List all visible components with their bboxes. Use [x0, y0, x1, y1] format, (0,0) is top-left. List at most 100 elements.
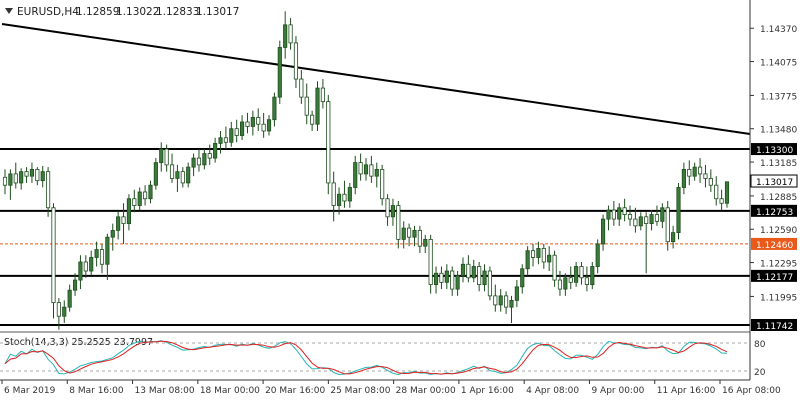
candle[interactable]: [89, 250, 94, 276]
candle[interactable]: [29, 162, 35, 183]
candle[interactable]: [471, 259, 476, 283]
candle[interactable]: [644, 212, 649, 274]
candle[interactable]: [417, 225, 422, 253]
candle[interactable]: [132, 189, 137, 213]
candle[interactable]: [719, 189, 724, 211]
candle[interactable]: [401, 221, 406, 249]
candle[interactable]: [51, 203, 56, 319]
candle[interactable]: [385, 194, 390, 226]
candle[interactable]: [509, 295, 514, 323]
candle[interactable]: [627, 205, 633, 226]
candle[interactable]: [552, 250, 557, 287]
candle[interactable]: [164, 144, 169, 172]
candle[interactable]: [487, 266, 492, 301]
candle[interactable]: [703, 164, 708, 188]
candle[interactable]: [482, 264, 487, 292]
candle[interactable]: [671, 225, 676, 249]
candle[interactable]: [380, 164, 385, 206]
candle[interactable]: [514, 280, 519, 308]
candle[interactable]: [159, 142, 164, 172]
candle[interactable]: [654, 205, 660, 226]
candle[interactable]: [363, 158, 369, 181]
candle[interactable]: [283, 11, 288, 59]
candle[interactable]: [374, 162, 379, 188]
candle[interactable]: [218, 130, 223, 154]
candle[interactable]: [202, 149, 207, 170]
candle[interactable]: [617, 203, 622, 226]
candle[interactable]: [466, 255, 471, 283]
candle[interactable]: [606, 205, 611, 231]
candle[interactable]: [78, 255, 83, 290]
candle[interactable]: [94, 241, 99, 267]
candle[interactable]: [35, 167, 40, 186]
candle[interactable]: [687, 160, 692, 186]
candle[interactable]: [121, 203, 126, 244]
candle[interactable]: [407, 223, 412, 247]
candle[interactable]: [579, 261, 584, 285]
stochastic-panel[interactable]: Stoch(14,3,3) 25.2525 23.7997 80 20: [0, 337, 766, 378]
candle[interactable]: [2, 169, 8, 195]
candle[interactable]: [72, 273, 78, 296]
candle[interactable]: [213, 137, 218, 163]
candle[interactable]: [601, 214, 606, 251]
trend-line[interactable]: [1, 23, 751, 135]
candle[interactable]: [191, 153, 196, 177]
candle[interactable]: [116, 211, 121, 240]
candle[interactable]: [299, 70, 304, 104]
candle[interactable]: [245, 112, 250, 134]
candle[interactable]: [697, 158, 703, 183]
candle[interactable]: [223, 126, 228, 150]
candle[interactable]: [595, 239, 600, 274]
candle[interactable]: [266, 115, 272, 136]
candle[interactable]: [272, 92, 277, 127]
candle[interactable]: [504, 291, 509, 314]
candle[interactable]: [450, 266, 455, 296]
candle[interactable]: [180, 167, 185, 188]
candle[interactable]: [143, 185, 148, 206]
candle[interactable]: [175, 164, 180, 192]
candle[interactable]: [724, 181, 730, 208]
candle[interactable]: [498, 289, 503, 312]
candle[interactable]: [304, 83, 309, 125]
candle[interactable]: [520, 264, 525, 294]
candle[interactable]: [547, 246, 552, 272]
candle[interactable]: [250, 110, 255, 136]
candle[interactable]: [105, 233, 110, 281]
candle[interactable]: [137, 187, 142, 211]
candle[interactable]: [240, 115, 245, 141]
candle[interactable]: [293, 36, 299, 89]
candle[interactable]: [46, 167, 51, 217]
candle[interactable]: [277, 40, 282, 104]
candle[interactable]: [563, 273, 568, 296]
candle[interactable]: [315, 81, 320, 131]
candle[interactable]: [99, 243, 105, 274]
collapse-triangle-icon[interactable]: [5, 8, 13, 14]
candle[interactable]: [110, 223, 115, 251]
candle[interactable]: [336, 187, 342, 215]
candle[interactable]: [186, 162, 191, 188]
candle[interactable]: [676, 182, 681, 240]
candle[interactable]: [622, 198, 627, 222]
candle[interactable]: [347, 182, 352, 208]
candle[interactable]: [353, 155, 358, 195]
candle[interactable]: [229, 121, 234, 147]
candle[interactable]: [256, 108, 261, 131]
candle[interactable]: [196, 149, 202, 172]
candle[interactable]: [536, 241, 541, 265]
candle[interactable]: [584, 266, 589, 292]
candle[interactable]: [455, 271, 460, 296]
candle[interactable]: [530, 243, 536, 267]
candle[interactable]: [67, 284, 72, 312]
candle[interactable]: [390, 198, 396, 226]
candle[interactable]: [13, 162, 18, 189]
candle[interactable]: [708, 169, 713, 192]
candle[interactable]: [8, 169, 13, 200]
candle[interactable]: [541, 243, 546, 269]
candle[interactable]: [207, 144, 212, 165]
candle[interactable]: [493, 284, 498, 312]
candle[interactable]: [423, 234, 428, 253]
candle[interactable]: [24, 167, 29, 183]
candle[interactable]: [342, 180, 347, 208]
candle[interactable]: [396, 201, 401, 249]
